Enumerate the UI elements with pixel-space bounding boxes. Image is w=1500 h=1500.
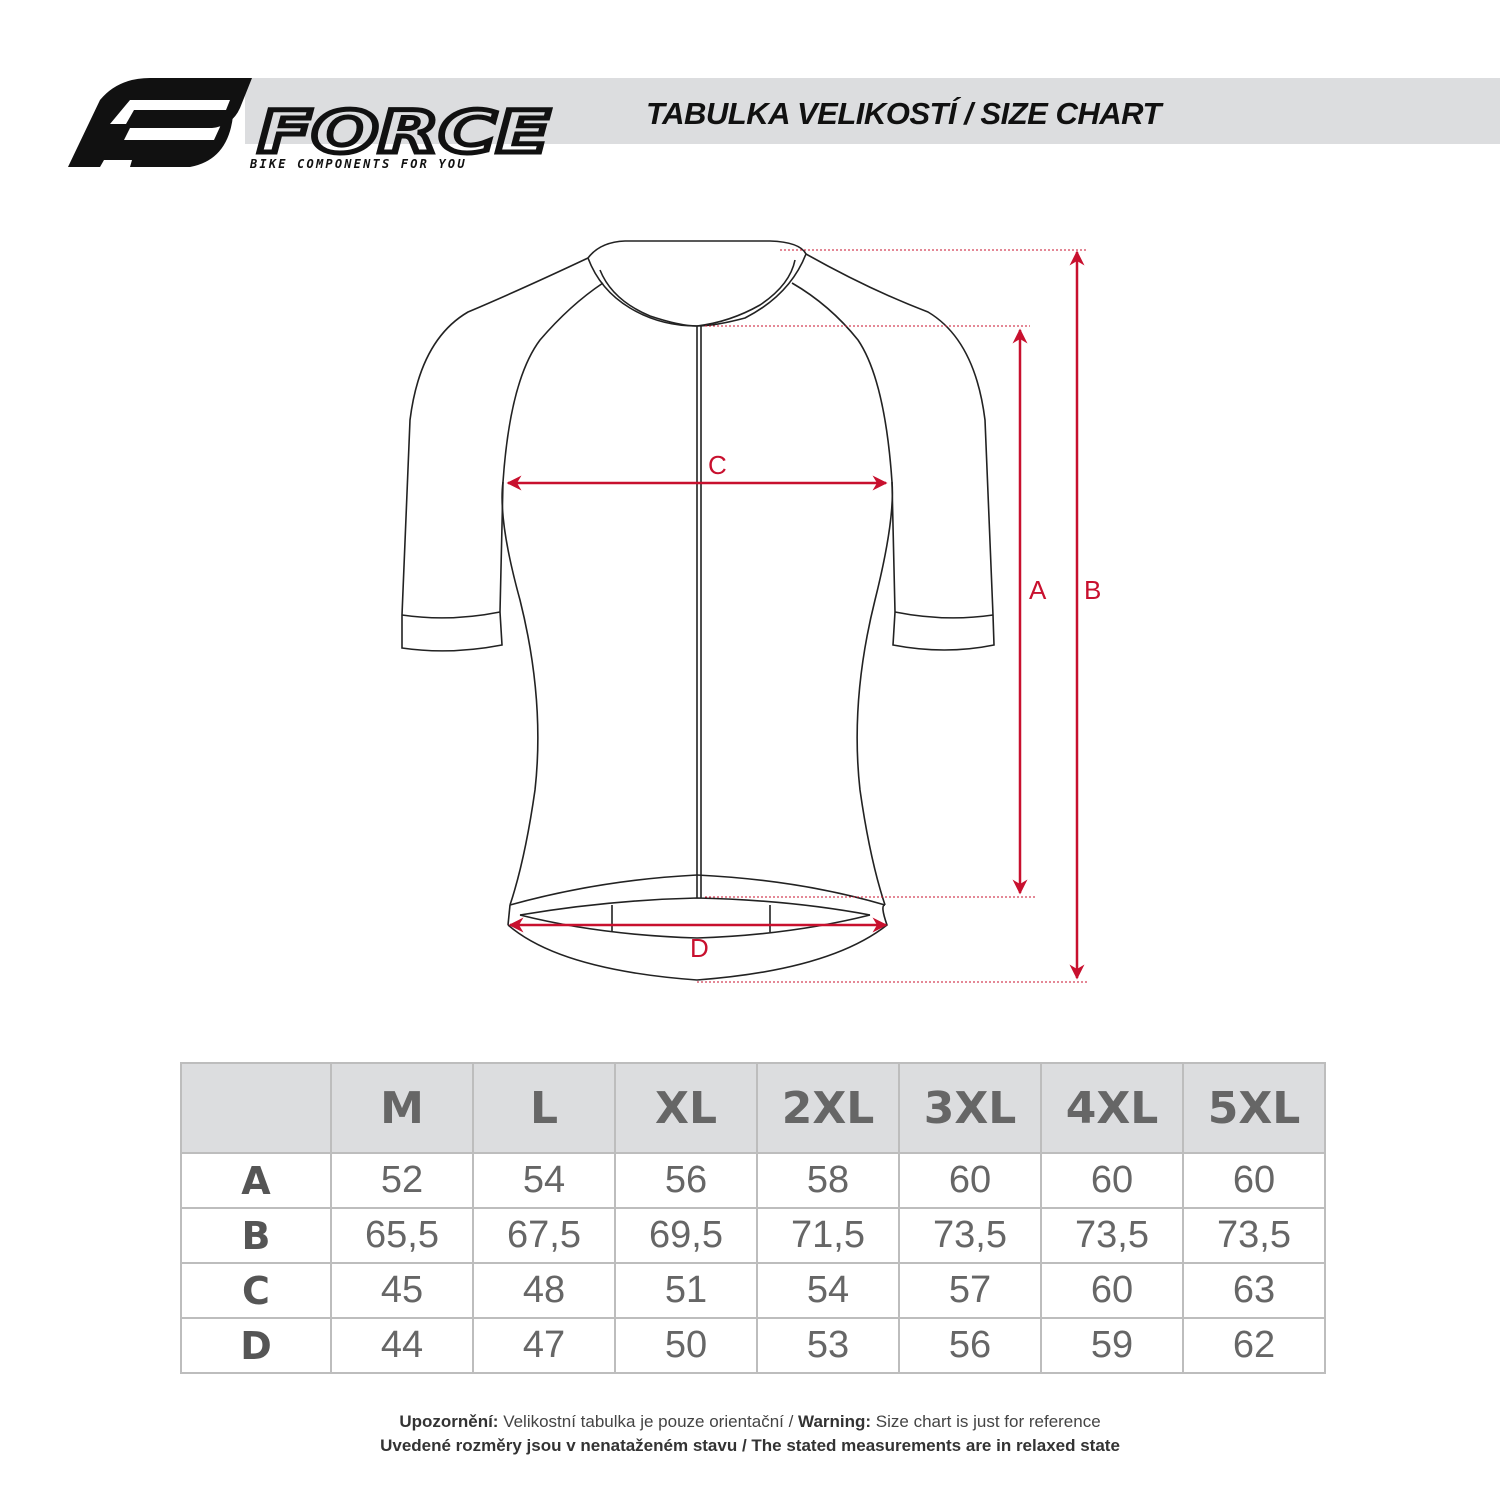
label-a: A — [1029, 575, 1047, 605]
table-cell: 50 — [614, 1317, 758, 1374]
table-cell: 56 — [898, 1317, 1042, 1374]
table-cell: 59 — [1040, 1317, 1184, 1374]
column-header: XL — [614, 1062, 758, 1154]
warning-cz-text: Velikostní tabulka je pouze orientační / — [498, 1412, 799, 1431]
brand-tagline: BIKE COMPONENTS FOR YOU — [250, 157, 467, 171]
table-cell: 71,5 — [756, 1207, 900, 1264]
force-logo: FORCE — [68, 78, 553, 169]
column-header: L — [472, 1062, 616, 1154]
jersey-diagram — [401, 240, 1087, 983]
warning-cz-label: Upozornění: — [399, 1412, 499, 1431]
table-cell: 54 — [472, 1152, 616, 1209]
table-cell: 73,5 — [898, 1207, 1042, 1264]
table-row: C 45 48 51 54 57 60 63 — [180, 1262, 1326, 1319]
table-corner — [180, 1062, 332, 1154]
table-cell: 47 — [472, 1317, 616, 1374]
table-cell: 60 — [1040, 1152, 1184, 1209]
table-row: B 65,5 67,5 69,5 71,5 73,5 73,5 73,5 — [180, 1207, 1326, 1264]
table-cell: 60 — [1040, 1262, 1184, 1319]
column-header: 2XL — [756, 1062, 900, 1154]
table-cell: 73,5 — [1182, 1207, 1326, 1264]
warning-line: Upozornění: Velikostní tabulka je pouze … — [0, 1412, 1500, 1432]
table-cell: 67,5 — [472, 1207, 616, 1264]
table-cell: 60 — [898, 1152, 1042, 1209]
row-label: A — [180, 1152, 332, 1209]
column-header: 3XL — [898, 1062, 1042, 1154]
table-cell: 44 — [330, 1317, 474, 1374]
label-d: D — [690, 933, 709, 963]
table-cell: 48 — [472, 1262, 616, 1319]
table-cell: 52 — [330, 1152, 474, 1209]
table-cell: 73,5 — [1040, 1207, 1184, 1264]
label-c: C — [708, 450, 727, 480]
column-header: 5XL — [1182, 1062, 1326, 1154]
table-cell: 69,5 — [614, 1207, 758, 1264]
warning-en-text: Size chart is just for reference — [871, 1412, 1101, 1431]
relaxed-state-note: Uvedené rozměry jsou v nenataženém stavu… — [380, 1436, 1120, 1455]
header-banner — [245, 78, 1500, 144]
table-cell: 65,5 — [330, 1207, 474, 1264]
row-label: C — [180, 1262, 332, 1319]
table-cell: 56 — [614, 1152, 758, 1209]
jersey-outline — [401, 240, 995, 981]
size-table: M L XL 2XL 3XL 4XL 5XL A 52 54 56 58 60 60 60 B 6… — [180, 1062, 1326, 1374]
column-header: M — [330, 1062, 474, 1154]
label-b: B — [1084, 575, 1102, 605]
table-cell: 54 — [756, 1262, 900, 1319]
table-row: D 44 47 50 53 56 59 62 — [180, 1317, 1326, 1374]
table-header-row: M L XL 2XL 3XL 4XL 5XL — [180, 1062, 1326, 1154]
row-label: D — [180, 1317, 332, 1374]
table-cell: 45 — [330, 1262, 474, 1319]
table-cell: 58 — [756, 1152, 900, 1209]
column-header: 4XL — [1040, 1062, 1184, 1154]
table-cell: 60 — [1182, 1152, 1326, 1209]
table-row: A 52 54 56 58 60 60 60 — [180, 1152, 1326, 1209]
page-title: TABULKA VELIKOSTÍ / SIZE CHART — [646, 96, 1161, 131]
warning-en-label: Warning: — [798, 1412, 872, 1431]
measurement-guides — [697, 249, 1087, 983]
table-cell: 57 — [898, 1262, 1042, 1319]
table-cell: 63 — [1182, 1262, 1326, 1319]
table-cell: 62 — [1182, 1317, 1326, 1374]
row-label: B — [180, 1207, 332, 1264]
table-cell: 53 — [756, 1317, 900, 1374]
table-cell: 51 — [614, 1262, 758, 1319]
svg-text:FORCE: FORCE — [258, 98, 550, 166]
